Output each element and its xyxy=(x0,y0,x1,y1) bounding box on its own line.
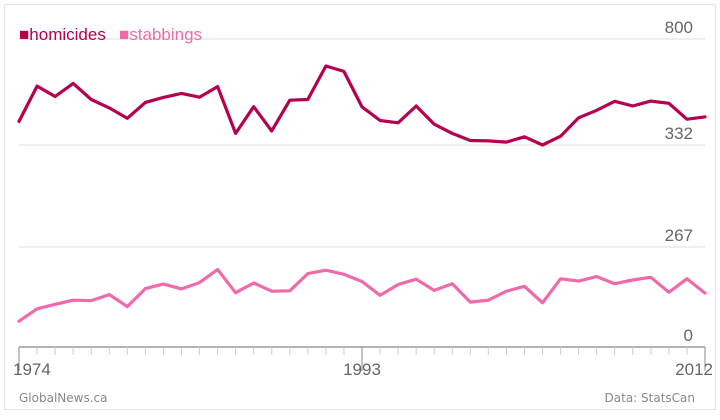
legend-swatch-homicides: ■ xyxy=(19,25,29,44)
label-layer: 332 800 0 267 1974 1993 2012 xyxy=(13,18,713,379)
legend: ■homicides ■stabbings xyxy=(19,25,202,44)
x-tick-label-1974: 1974 xyxy=(13,360,51,379)
legend-item-homicides[interactable]: ■homicides xyxy=(19,25,106,44)
legend-label-stabbings: stabbings xyxy=(129,25,202,44)
legend-label-homicides: homicides xyxy=(29,25,106,44)
series-line-stabbings xyxy=(17,267,707,323)
grid-layer xyxy=(18,38,706,371)
chart-card: 332 800 0 267 1974 1993 2012 ■homicides ■stabb… xyxy=(4,4,716,410)
legend-swatch-stabbings: ■ xyxy=(119,25,129,44)
x-tick-label-2012: 2012 xyxy=(675,360,713,379)
legend-item-stabbings[interactable]: ■stabbings xyxy=(119,25,202,44)
y-tick-label-1-0: 0 xyxy=(684,326,693,345)
footer-source-site: GlobalNews.ca xyxy=(19,391,107,405)
series-layer xyxy=(17,64,707,323)
y-tick-label-0-1: 800 xyxy=(665,18,693,37)
x-tick-label-1993: 1993 xyxy=(343,360,381,379)
y-tick-label-1-1: 267 xyxy=(665,226,693,245)
y-tick-label-0-0: 332 xyxy=(665,124,693,143)
series-line-homicides xyxy=(17,64,707,147)
footer-data-credit: Data: StatsCan xyxy=(605,391,695,405)
